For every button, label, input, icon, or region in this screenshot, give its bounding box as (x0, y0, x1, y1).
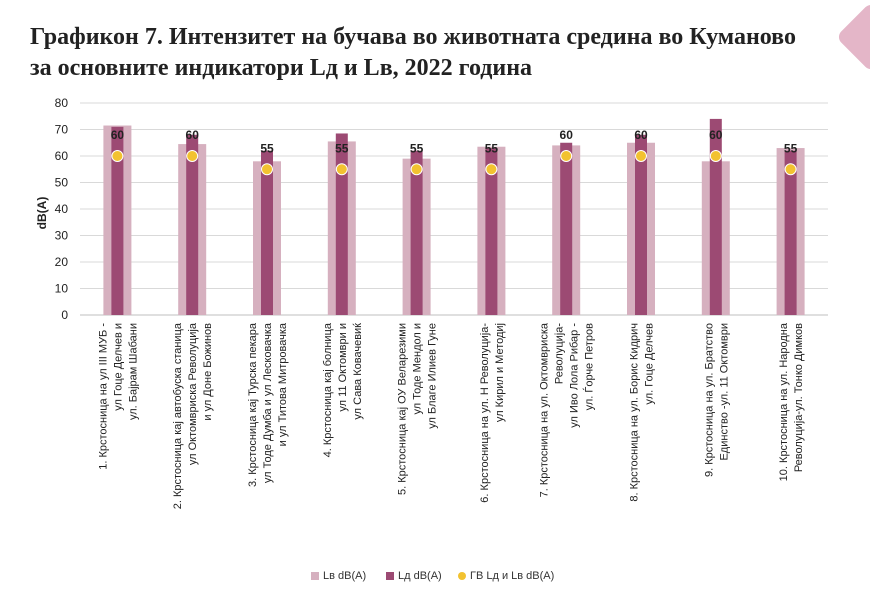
x-tick-label-line: 2. Крстосница кај автобуска станица (172, 322, 184, 509)
x-tick-label-line: 3. Крстосница кај Турска пекара (247, 322, 259, 487)
x-tick-label-line: 1. Крстосница на ул III МУБ - (97, 323, 109, 470)
y-tick-label: 30 (55, 229, 69, 243)
limit-markers (111, 150, 797, 176)
y-tick-label: 40 (55, 202, 69, 216)
x-tick-label: 8. Крстосница на ул. Борис Кидрич ул. Гоц… (629, 323, 656, 502)
bar-ld (111, 126, 124, 315)
bar-ld (485, 148, 498, 315)
limit-marker (261, 163, 273, 176)
x-tick-label: 3. Крстосница кај Турска пекара ул Тоде Д… (247, 322, 289, 487)
data-label: 60 (560, 128, 574, 142)
limit-marker (410, 163, 423, 176)
x-tick-label-line: 4. Крстосница кај болница (322, 322, 334, 457)
y-axis-ticks: 0 10 20 30 40 50 60 70 80 (55, 96, 69, 322)
x-tick-label: 4. Крстосница кај болница ул 11 Октомври … (322, 322, 364, 457)
chart-title-line-1: Графикон 7. Интензитет на бучава во живо… (30, 24, 796, 50)
x-tick-label-line: ул Иво Лола Рибар - (569, 323, 581, 428)
x-tick-label-line: Револуција-ул. Тонко Димков (793, 323, 805, 472)
legend-swatch-lv (311, 572, 319, 580)
data-label: 55 (410, 141, 424, 155)
data-labels: 60 60 55 55 55 55 60 60 60 55 (111, 128, 798, 155)
y-tick-label: 50 (55, 176, 69, 190)
x-tick-label-line: ул Благе Илиев Гуне (427, 323, 439, 429)
x-tick-label-line: 6. Крстосница на ул. Н Револуција- (479, 323, 491, 503)
x-tick-label: 5. Крстосница кај ОУ Веларезими ул Тоде М… (397, 323, 439, 495)
limit-marker (111, 150, 124, 162)
y-tick-label: 10 (55, 282, 69, 296)
x-tick-label-line: и ул Титова Митровачка (277, 322, 289, 446)
data-label: 55 (784, 141, 798, 155)
x-tick-label-line: ул Гоце Делчев и (112, 323, 124, 411)
bar-ld (560, 142, 573, 315)
x-tick-label-line: 5. Крстосница кај ОУ Веларезими (397, 323, 409, 495)
bar-ld (410, 150, 423, 315)
y-tick-label: 60 (55, 149, 69, 163)
limit-marker (635, 150, 647, 162)
legend-item-gv: ГВ Lд и Lв dB(A) (458, 569, 554, 583)
x-tick-label-line: ул. Гоце Делчев (644, 323, 656, 405)
x-axis-labels: 1. Крстосница на ул III МУБ - ул Гоце Дел… (97, 322, 805, 509)
data-label: 55 (260, 141, 274, 155)
bar-ld (784, 150, 797, 315)
limit-marker (784, 163, 797, 176)
legend-swatch-ld (386, 572, 394, 580)
y-tick-label: 0 (61, 308, 68, 322)
x-tick-label-line: ул Тоде Мендол и (412, 323, 424, 414)
legend-item-lv: Lв dB(A) (311, 569, 366, 583)
data-label: 60 (111, 128, 125, 142)
legend-label-ld: Lд dB(A) (398, 570, 442, 582)
legend-item-ld: Lд dB(A) (386, 569, 442, 583)
x-tick-label: 7. Крстосница на ул. Октомвриска Револуци… (539, 322, 596, 497)
bar-ld (261, 150, 273, 315)
data-label: 60 (709, 128, 723, 142)
x-tick-label-line: ул Тоде Думба и ул Лесковачка (262, 322, 274, 483)
x-tick-label: 6. Крстосница на ул. Н Револуција-ул Кир… (479, 323, 506, 503)
data-label: 60 (634, 128, 648, 142)
x-tick-label-line: ул 11 Октомври и (337, 323, 349, 412)
chart-title-line-2: за основните индикатори Lд и Lв, 2022 го… (30, 55, 533, 81)
x-tick-label-line: ул. Бајрам Шабани (127, 323, 139, 420)
limit-marker (709, 150, 722, 162)
legend-label-gv: ГВ Lд и Lв dB(A) (470, 570, 555, 582)
x-tick-label-line: ул. Ѓорче Петров (583, 323, 596, 411)
y-tick-label: 70 (55, 123, 69, 137)
x-tick-label-line: 9. Крстосница на ул. Братство (703, 323, 715, 477)
data-label: 60 (186, 128, 200, 142)
x-tick-label: 9. Крстосница на ул. Братство Единство -у… (703, 323, 730, 477)
bar-ld (335, 133, 348, 315)
x-tick-label: 1. Крстосница на ул III МУБ - ул Гоце Дел… (97, 323, 139, 470)
x-tick-label-line: Единство -ул. 11 Октомври (718, 323, 730, 461)
x-tick-label-line: 7. Крстосница на ул. Октомвриска (539, 322, 551, 497)
x-tick-label-line: ул Кирил и Методиј (494, 323, 506, 422)
limit-marker (186, 150, 199, 162)
legend-label-lv: Lв dB(A) (323, 570, 367, 582)
limit-marker (485, 163, 498, 176)
y-axis-label: dB(A) (35, 197, 49, 230)
data-label: 55 (335, 141, 349, 155)
x-tick-label-line: и ул Доне Божинов (202, 323, 214, 421)
x-tick-label-line: ул Октомвриска Револуција (187, 322, 199, 465)
y-tick-label: 20 (55, 255, 69, 269)
x-tick-label: 2. Крстосница кај автобуска станица ул Ок… (172, 322, 214, 509)
limit-marker (560, 150, 573, 162)
x-tick-label: 10. Крстосница на ул. Народна Револуција-… (778, 322, 805, 481)
bar-ld (635, 134, 647, 315)
bar-ld (186, 134, 199, 315)
x-tick-label-line: 8. Крстосница на ул. Борис Кидрич (629, 323, 641, 502)
legend-swatch-gv (458, 572, 466, 580)
chart-title: Графикон 7. Интензитет на бучава во живо… (30, 22, 850, 84)
bars (103, 118, 805, 316)
limit-marker (335, 163, 348, 176)
data-label: 55 (485, 141, 499, 155)
y-tick-label: 80 (55, 96, 69, 110)
x-tick-label-line: Револуција- (554, 323, 566, 384)
bar-ld (709, 118, 722, 316)
x-tick-label-line: ул Сава Ковачевиќ (352, 323, 364, 420)
x-tick-label-line: 10. Крстосница на ул. Народна (778, 322, 790, 481)
